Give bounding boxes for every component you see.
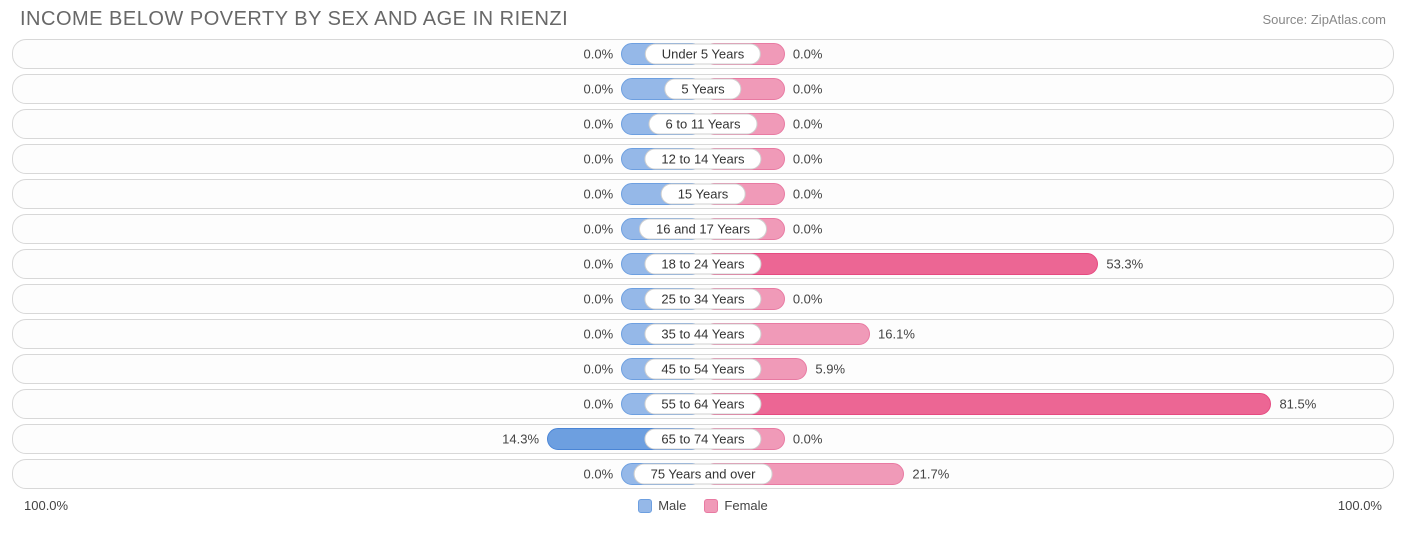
male-value-label: 0.0% xyxy=(584,397,614,412)
category-label: 16 and 17 Years xyxy=(639,219,767,240)
category-label: 25 to 34 Years xyxy=(644,289,761,310)
female-value-label: 0.0% xyxy=(793,292,823,307)
chart-row: 0.0% 0.0% Under 5 Years xyxy=(12,39,1394,69)
axis-right-label: 100.0% xyxy=(1338,498,1382,513)
chart-row: 0.0% 0.0% 16 and 17 Years xyxy=(12,214,1394,244)
female-value-label: 0.0% xyxy=(793,222,823,237)
male-value-label: 0.0% xyxy=(584,362,614,377)
chart-row: 0.0% 0.0% 15 Years xyxy=(12,179,1394,209)
male-value-label: 14.3% xyxy=(502,432,539,447)
legend: Male Female xyxy=(638,498,768,513)
chart-row: 14.3% 0.0% 65 to 74 Years xyxy=(12,424,1394,454)
female-value-label: 5.9% xyxy=(815,362,845,377)
chart-header: INCOME BELOW POVERTY BY SEX AND AGE IN R… xyxy=(0,0,1406,37)
female-value-label: 53.3% xyxy=(1106,257,1143,272)
axis-left-label: 100.0% xyxy=(24,498,68,513)
male-value-label: 0.0% xyxy=(584,47,614,62)
chart-row: 0.0% 21.7% 75 Years and over xyxy=(12,459,1394,489)
chart-body: 0.0%0.0%Under 5 Years0.0%0.0%5 Years0.0%… xyxy=(0,37,1406,489)
chart-row: 0.0% 0.0% 25 to 34 Years xyxy=(12,284,1394,314)
female-value-label: 81.5% xyxy=(1279,397,1316,412)
female-value-label: 0.0% xyxy=(793,47,823,62)
female-swatch-icon xyxy=(704,499,718,513)
male-value-label: 0.0% xyxy=(584,117,614,132)
chart-row: 0.0% 0.0% 12 to 14 Years xyxy=(12,144,1394,174)
category-label: 55 to 64 Years xyxy=(644,394,761,415)
female-value-label: 0.0% xyxy=(793,187,823,202)
legend-male: Male xyxy=(638,498,686,513)
category-label: 6 to 11 Years xyxy=(649,114,758,135)
legend-male-label: Male xyxy=(658,498,686,513)
female-bar xyxy=(703,253,1098,275)
female-value-label: 0.0% xyxy=(793,432,823,447)
category-label: 18 to 24 Years xyxy=(644,254,761,275)
chart-source: Source: ZipAtlas.com xyxy=(1262,12,1386,27)
male-value-label: 0.0% xyxy=(584,222,614,237)
male-value-label: 0.0% xyxy=(584,152,614,167)
female-bar xyxy=(703,393,1271,415)
chart-title: INCOME BELOW POVERTY BY SEX AND AGE IN R… xyxy=(20,8,568,31)
chart-row: 0.0% 5.9% 45 to 54 Years xyxy=(12,354,1394,384)
chart-footer: 100.0% Male Female 100.0% xyxy=(0,494,1406,513)
female-value-label: 21.7% xyxy=(912,467,949,482)
female-value-label: 0.0% xyxy=(793,117,823,132)
male-value-label: 0.0% xyxy=(584,82,614,97)
legend-female: Female xyxy=(704,498,767,513)
male-value-label: 0.0% xyxy=(584,327,614,342)
male-value-label: 0.0% xyxy=(584,467,614,482)
male-value-label: 0.0% xyxy=(584,187,614,202)
chart-row: 0.0% 16.1% 35 to 44 Years xyxy=(12,319,1394,349)
category-label: 35 to 44 Years xyxy=(644,324,761,345)
chart-row: 0.0% 53.3% 18 to 24 Years xyxy=(12,249,1394,279)
male-value-label: 0.0% xyxy=(584,292,614,307)
category-label: 75 Years and over xyxy=(634,464,773,485)
male-swatch-icon xyxy=(638,499,652,513)
chart-row: 0.0% 0.0% 5 Years xyxy=(12,74,1394,104)
chart-row: 0.0% 81.5% 55 to 64 Years xyxy=(12,389,1394,419)
chart-row: 0.0% 0.0% 6 to 11 Years xyxy=(12,109,1394,139)
male-value-label: 0.0% xyxy=(584,257,614,272)
category-label: 12 to 14 Years xyxy=(644,149,761,170)
category-label: 15 Years xyxy=(661,184,746,205)
female-value-label: 0.0% xyxy=(793,82,823,97)
category-label: 5 Years xyxy=(664,79,741,100)
female-value-label: 16.1% xyxy=(878,327,915,342)
category-label: 65 to 74 Years xyxy=(644,429,761,450)
female-value-label: 0.0% xyxy=(793,152,823,167)
category-label: Under 5 Years xyxy=(645,44,761,65)
legend-female-label: Female xyxy=(724,498,767,513)
category-label: 45 to 54 Years xyxy=(644,359,761,380)
